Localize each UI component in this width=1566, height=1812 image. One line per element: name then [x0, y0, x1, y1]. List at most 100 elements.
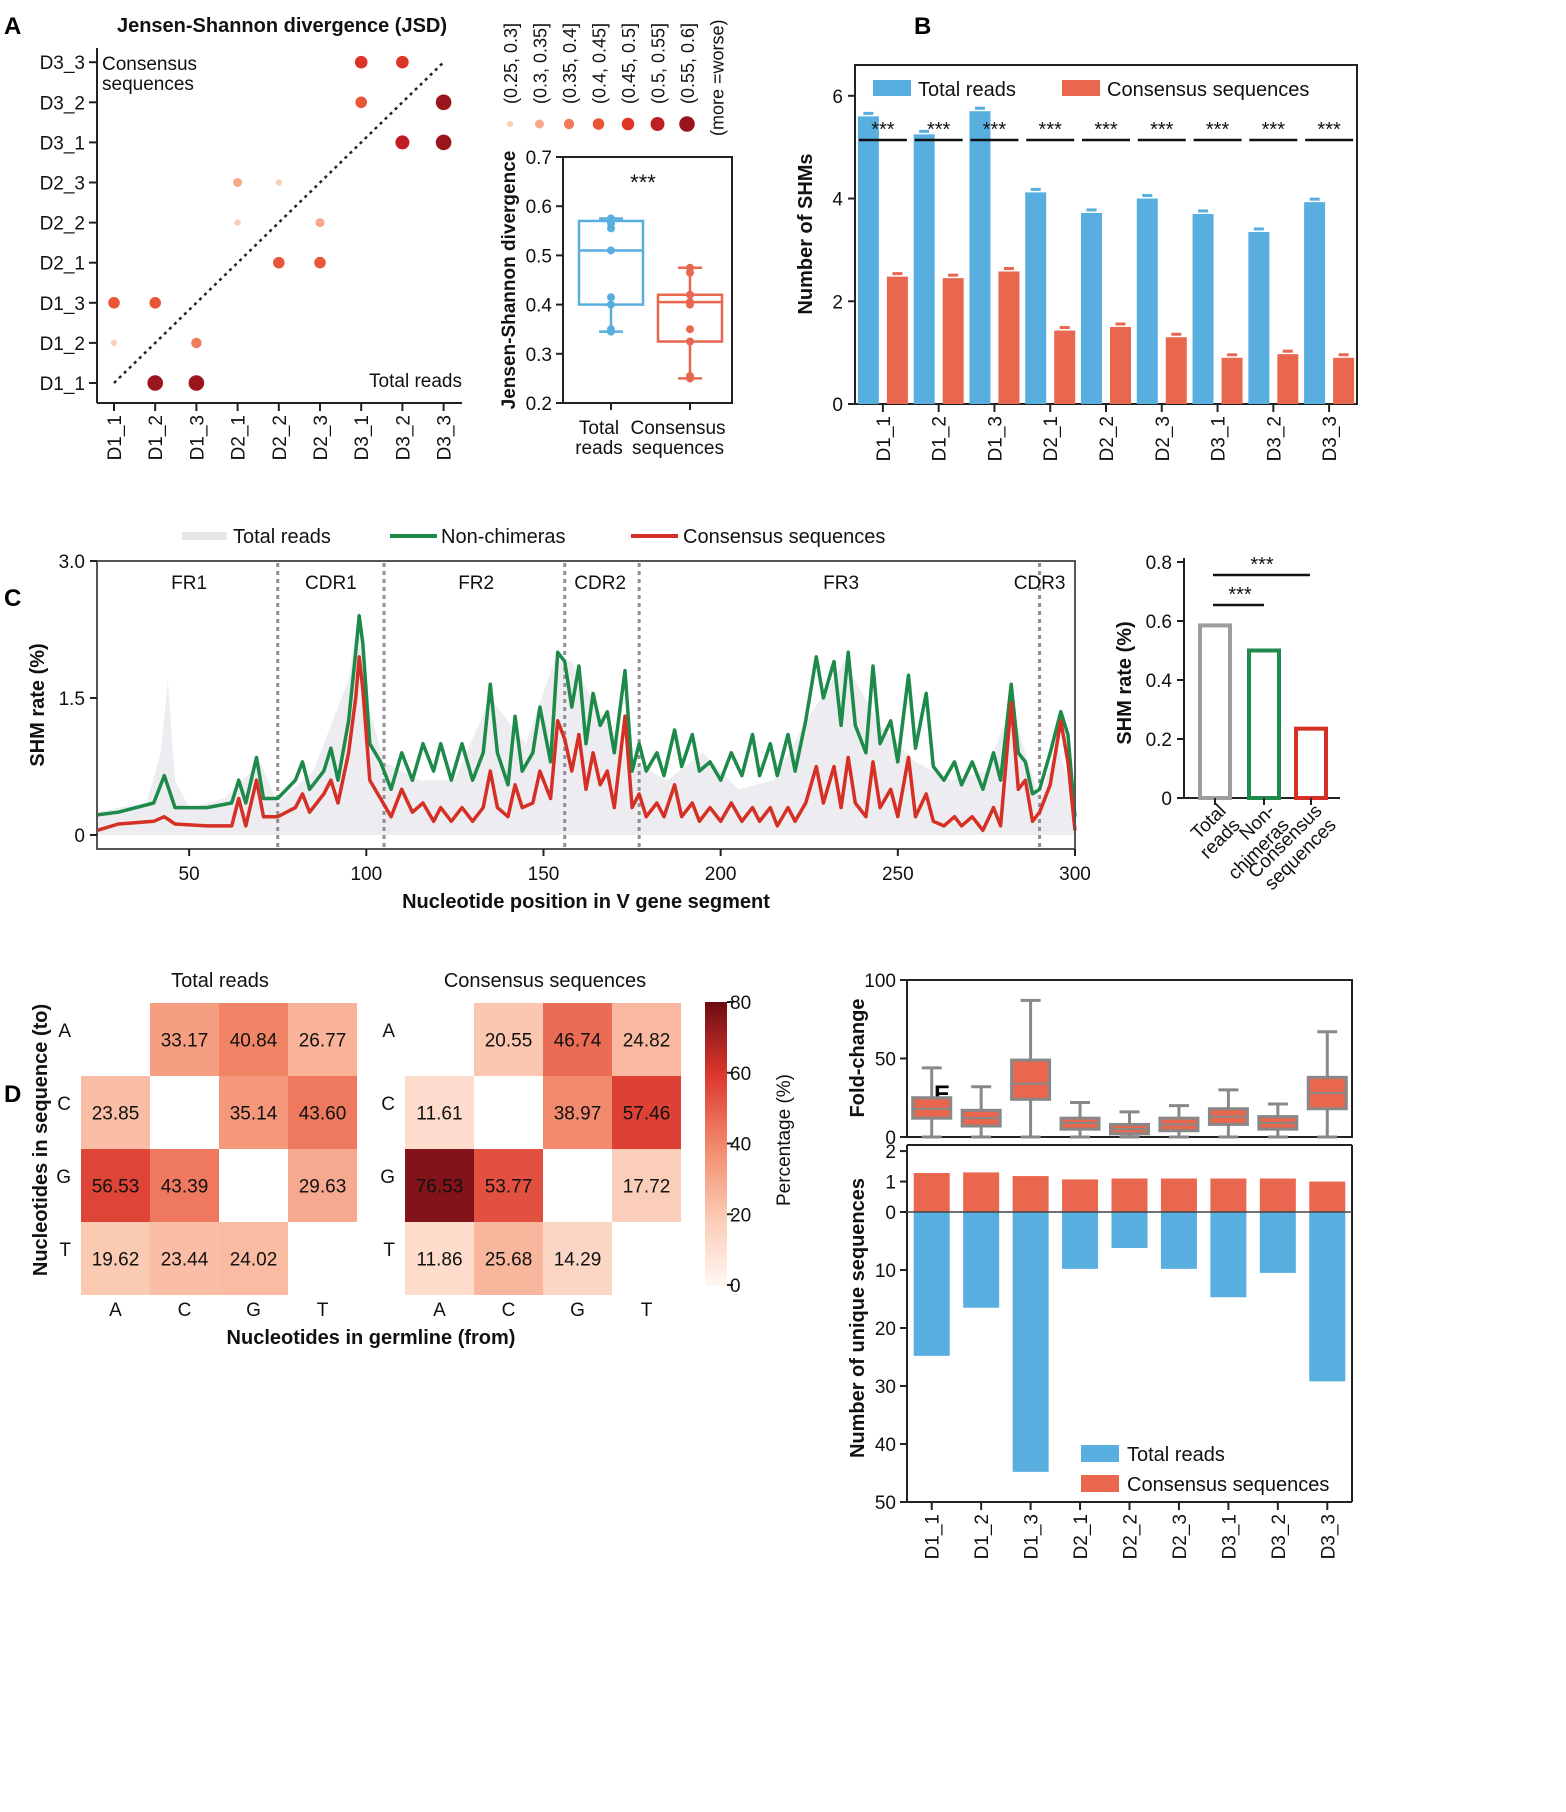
colorbar-step	[705, 1154, 727, 1159]
jsd-point	[188, 375, 205, 391]
region-label: FR3	[823, 573, 859, 594]
colorbar-step	[705, 1097, 727, 1102]
bar-total-reads	[857, 116, 879, 404]
x-tick-label: D2_3	[311, 415, 332, 460]
bar-total-reads	[1248, 231, 1270, 404]
corner-label-upper: Consensus	[102, 54, 197, 75]
box-point	[607, 246, 615, 255]
colorbar-step	[705, 1023, 727, 1028]
x-tick-label: D3_2	[393, 415, 414, 460]
x-tick-label: D3_1	[1209, 416, 1230, 461]
jsd-point	[396, 55, 409, 69]
column-label: A	[433, 1300, 446, 1321]
y-tick-label: D1_3	[40, 294, 85, 315]
x-tick-label: D1_1	[105, 415, 126, 460]
colorbar-step	[705, 1125, 727, 1130]
legend-dot	[535, 119, 544, 129]
heatmap-value: 11.86	[416, 1250, 462, 1271]
legend-dot	[679, 116, 695, 132]
heatmap-value: 20.55	[485, 1031, 533, 1052]
legend-label: (0.55, 0.6]	[678, 23, 698, 104]
column-label: C	[502, 1300, 516, 1321]
x-tick-label: D3_3	[1318, 1514, 1339, 1559]
colorbar-step	[705, 1217, 727, 1222]
bar-total-reads	[1210, 1212, 1247, 1298]
y-tick-label: 0.8	[1146, 553, 1172, 574]
y-tick-label: 0	[74, 826, 85, 847]
colorbar-step	[705, 1200, 727, 1205]
x-tick-label: D3_1	[1219, 1514, 1240, 1559]
corner-label-lower: Total reads	[369, 371, 462, 392]
colorbar-step	[705, 1249, 727, 1254]
bar-total-reads	[1259, 1212, 1296, 1273]
heatmap-value: 26.77	[299, 1031, 347, 1052]
colorbar-tick-label: 80	[730, 993, 751, 1014]
x-tick-label: 150	[528, 864, 560, 885]
plot-frame	[562, 156, 733, 404]
x-tick-label: Consensus	[630, 418, 725, 439]
y-tick-label: 10	[875, 1261, 896, 1282]
colorbar-step	[705, 1132, 727, 1138]
x-tick-label: D1_3	[1022, 1514, 1043, 1559]
significance-marker: ***	[1250, 554, 1274, 576]
legend-label: (0.4, 0.45]	[590, 23, 610, 104]
bar-total-reads	[913, 134, 935, 404]
colorbar-step	[705, 1196, 727, 1201]
box-point	[686, 268, 694, 277]
y-tick-label: 3.0	[59, 552, 85, 573]
region-label: CDR2	[574, 573, 626, 594]
colorbar-step	[705, 1231, 727, 1237]
heatmap-value: 23.44	[161, 1250, 209, 1271]
colorbar-step	[705, 1136, 727, 1141]
colorbar-step	[705, 1164, 727, 1169]
y-tick-label: 20	[875, 1319, 896, 1340]
bar-total-reads	[1192, 213, 1214, 404]
colorbar-step	[705, 1150, 727, 1155]
heatmap-cell	[405, 1076, 474, 1149]
colorbar-step	[705, 1083, 727, 1088]
heatmap-cell	[219, 1003, 288, 1076]
line-consensus	[96, 655, 1077, 833]
heatmap-title: Total reads	[171, 970, 269, 992]
y-tick-label: 0	[832, 395, 843, 416]
heatmap-value: 35.14	[230, 1104, 278, 1125]
y-tick-label: D2_3	[40, 174, 85, 195]
row-label: C	[57, 1094, 71, 1115]
legend-swatch	[1081, 1445, 1119, 1462]
heatmap-value: 57.46	[623, 1104, 671, 1125]
colorbar-step	[705, 1281, 727, 1286]
region-label: CDR1	[305, 573, 357, 594]
y-axis-label: Fold-change	[847, 999, 869, 1118]
x-tick-label: 50	[179, 864, 200, 885]
legend-label: Total reads	[1127, 1444, 1225, 1466]
x-tick-label: D3_2	[1269, 1514, 1290, 1559]
heatmap-cell	[219, 1222, 288, 1295]
bar-total-reads	[1062, 1212, 1099, 1269]
column-label: A	[109, 1300, 122, 1321]
colorbar-step	[705, 1037, 727, 1042]
box-point	[686, 300, 694, 309]
y-tick-label: 0.3	[526, 345, 552, 366]
heatmap-cell	[288, 1076, 357, 1149]
legend-swatch	[873, 80, 911, 96]
bar-total-reads	[1025, 192, 1047, 404]
bar-consensus	[1054, 330, 1076, 404]
legend-label: Non-chimeras	[441, 526, 565, 548]
y-tick-label: 0.4	[526, 296, 553, 317]
colorbar-step	[705, 1009, 727, 1014]
significance-marker: ***	[1039, 119, 1063, 141]
bar-total-reads	[913, 1212, 950, 1356]
colorbar-step	[705, 1139, 727, 1145]
heatmap-value: 25.68	[485, 1250, 533, 1271]
heatmap-value: 17.72	[623, 1177, 671, 1198]
jsd-point	[315, 218, 325, 228]
heatmap-value: 29.63	[299, 1177, 347, 1198]
y-tick-label: 0.6	[1146, 612, 1172, 633]
colorbar-step	[705, 1002, 727, 1007]
jsd-point	[273, 256, 285, 269]
colorbar-step	[705, 1178, 727, 1184]
colorbar-step	[705, 1040, 727, 1046]
bar-consensus	[1309, 1181, 1346, 1212]
plot-frame	[96, 560, 1076, 850]
